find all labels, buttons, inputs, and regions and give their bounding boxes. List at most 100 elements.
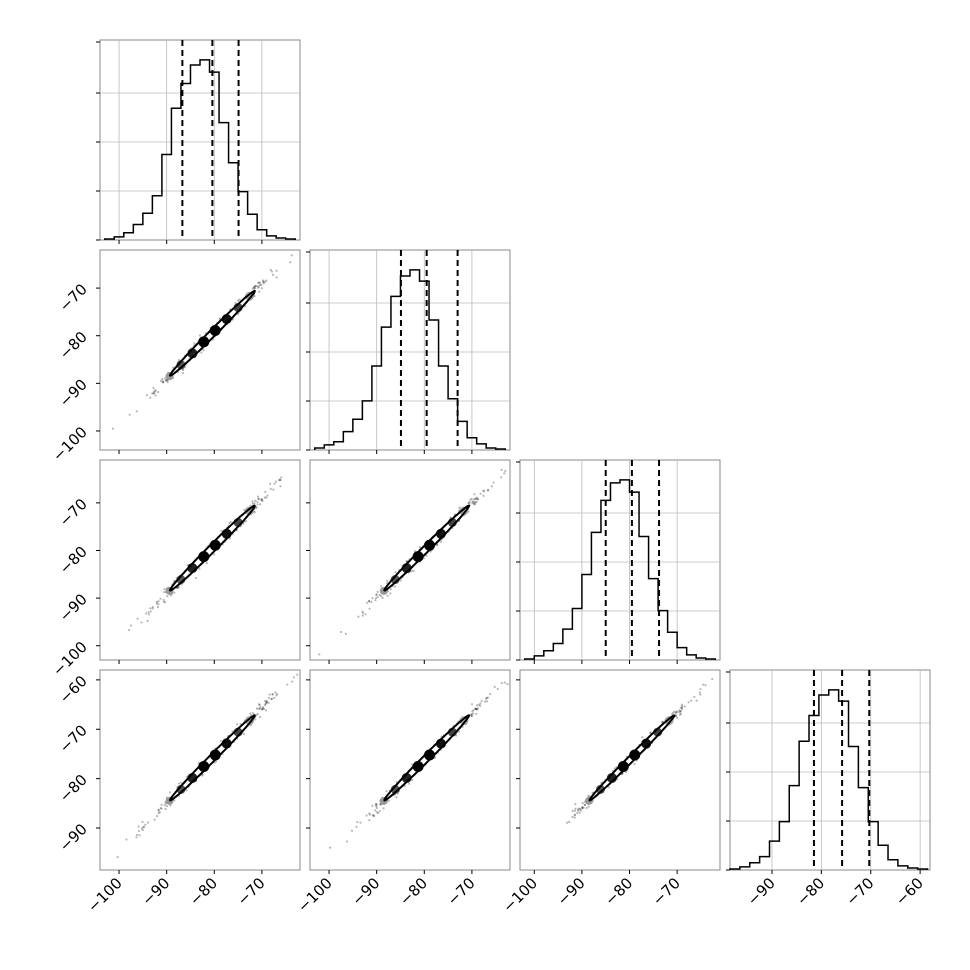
scatter-point <box>269 482 272 485</box>
scatter-point <box>251 287 254 290</box>
scatter-point <box>162 381 165 384</box>
scatter-point <box>290 254 293 257</box>
hist-panel-1 <box>306 249 511 454</box>
scatter-point <box>262 707 266 710</box>
scatter-point <box>479 492 482 495</box>
scatter-point <box>301 455 303 457</box>
scatter-point <box>163 590 166 594</box>
scatter-point <box>479 702 482 705</box>
scatter-point <box>173 591 176 594</box>
scatter-point <box>649 731 652 734</box>
scatter-point <box>621 773 624 776</box>
scatter-point <box>260 497 264 500</box>
scatter-point <box>484 697 488 700</box>
scatter-panel-3-1: −100 −90 −80 −70 <box>294 669 511 916</box>
scatter-point <box>361 610 364 613</box>
scatter-point <box>429 550 432 553</box>
scatter-point <box>482 489 485 492</box>
scatter-point <box>263 496 266 499</box>
scatter-point <box>702 683 705 686</box>
scatter-point <box>253 295 256 298</box>
scatter-point <box>271 693 274 696</box>
scatter-point <box>157 603 160 606</box>
scatter-point <box>257 286 260 289</box>
scatter-point <box>393 585 397 588</box>
scatter-point <box>254 284 257 287</box>
scatter-point <box>399 579 402 582</box>
x-tick-label: −80 <box>186 874 221 909</box>
scatter-point <box>264 702 267 706</box>
scatter-point <box>573 809 577 812</box>
hist-panel-2 <box>516 459 721 664</box>
scatter-point <box>142 825 146 828</box>
scatter-point <box>249 504 252 507</box>
scatter-point <box>141 820 144 823</box>
scatter-point <box>475 707 478 711</box>
scatter-point <box>408 782 411 785</box>
scatter-point <box>679 710 682 713</box>
scatter-point <box>279 478 282 482</box>
scatter-point <box>476 498 480 501</box>
scatter-point <box>291 680 294 683</box>
scatter-point <box>485 700 489 703</box>
scatter-point <box>275 276 278 279</box>
scatter-point <box>361 611 365 615</box>
scatter-point <box>474 498 478 501</box>
scatter-point <box>159 597 162 600</box>
scatter-point <box>649 731 652 734</box>
scatter-point <box>474 500 477 504</box>
scatter-point <box>386 594 389 597</box>
scatter-point <box>152 386 155 390</box>
scatter-point <box>473 503 476 506</box>
scatter-point <box>699 688 702 691</box>
scatter-point <box>264 280 267 283</box>
scatter-point <box>480 699 483 703</box>
density-blob <box>459 716 469 726</box>
scatter-point <box>674 711 677 715</box>
scatter-point <box>160 807 163 810</box>
contour-line <box>168 714 256 802</box>
scatter-point <box>256 503 259 506</box>
scatter-point <box>625 770 628 774</box>
scatter-point <box>264 704 267 707</box>
x-tick-label: −90 <box>554 874 589 909</box>
y-tick-label: −70 <box>56 495 91 530</box>
scatter-point <box>261 707 265 710</box>
scatter-point <box>375 806 378 810</box>
scatter-point <box>265 279 268 282</box>
panel-content <box>566 677 714 824</box>
scatter-point <box>260 498 263 501</box>
scatter-point <box>264 490 267 493</box>
scatter-point <box>587 805 590 808</box>
scatter-point <box>156 606 160 609</box>
scatter-point <box>579 809 582 812</box>
scatter-point <box>613 767 616 770</box>
scatter-point <box>151 392 154 395</box>
panel-content <box>111 254 293 430</box>
scatter-point <box>361 614 364 617</box>
scatter-point <box>160 803 163 806</box>
scatter-point <box>161 377 164 381</box>
scatter-point <box>261 498 264 502</box>
scatter-point <box>151 605 154 609</box>
scatter-point <box>157 811 160 815</box>
scatter-point <box>254 499 257 502</box>
scatter-point <box>671 713 674 716</box>
scatter-point <box>500 681 503 685</box>
scatter-point <box>678 709 681 712</box>
scatter-point <box>470 713 473 716</box>
scatter-point <box>261 707 264 711</box>
scatter-point <box>493 685 496 688</box>
scatter-point <box>261 706 265 709</box>
scatter-point <box>159 379 163 382</box>
scatter-point <box>687 701 690 704</box>
scatter-point <box>471 500 474 503</box>
scatter-point <box>483 700 487 703</box>
scatter-point <box>235 723 239 726</box>
scatter-point <box>141 828 144 832</box>
scatter-point <box>145 393 148 397</box>
scatter-point <box>458 730 461 733</box>
scatter-point <box>568 820 571 823</box>
density-blob <box>459 506 469 516</box>
scatter-point <box>165 378 168 382</box>
